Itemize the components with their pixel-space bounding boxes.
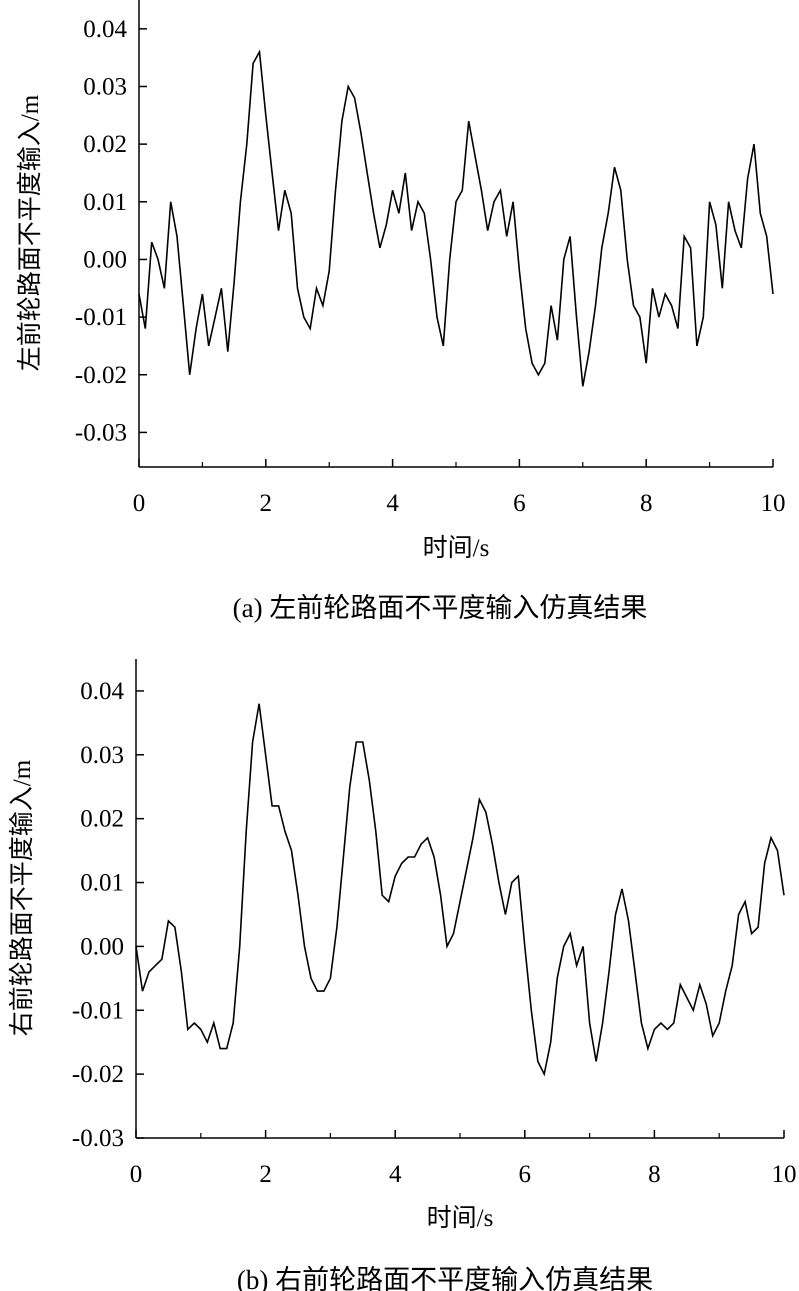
x-tick-label: 6 [513,490,526,517]
x-tick-label: 2 [260,490,273,517]
x-tick-label: 0 [133,490,146,517]
x-tick-label: 4 [389,1161,402,1188]
y-tick-label: -0.02 [75,362,127,389]
y-tick-label: -0.01 [72,997,124,1024]
y-tick-label: 0.00 [83,246,127,273]
x-tick-label: 6 [519,1161,532,1188]
y-tick-label: 0.02 [80,806,124,833]
x-axis-title: 时间/s [427,1204,494,1232]
x-tick-label: 10 [761,490,786,517]
caption: (b) 右前轮路面不平度输入仿真结果 [237,1265,653,1291]
y-tick-label: 0.04 [83,16,127,43]
x-tick-label: 10 [772,1161,797,1188]
y-axis-title: 左前轮路面不平度输入/m [16,94,44,371]
y-axis-title: 右前轮路面不平度输入/m [8,759,36,1036]
chart-panel-b: 0.04 0.03 0.02 0.01 0.00 -0.01 -0.02 -0.03 0 2 4 6… [8,659,797,1291]
caption: (a) 左前轮路面不平度输入仿真结果 [233,593,648,623]
y-ticks: 0.04 0.03 0.02 0.01 0.00 -0.01 -0.02 -0.03 [75,16,147,446]
series-line [138,49,774,387]
y-tick-label: 0.03 [80,742,124,769]
x-tick-label: 8 [640,490,653,517]
y-tick-label: 0.00 [80,933,124,960]
y-tick-label: 0.02 [83,131,127,158]
y-ticks: 0.04 0.03 0.02 0.01 0.00 -0.01 -0.02 -0.03 [72,678,144,1152]
series-line [135,703,785,1077]
x-tick-label: 2 [259,1161,272,1188]
x-tick-label: 8 [648,1161,661,1188]
y-tick-label: -0.03 [72,1125,124,1152]
y-tick-label: 0.04 [80,678,124,705]
y-tick-label: -0.02 [72,1061,124,1088]
x-axis-title: 时间/s [423,534,490,562]
x-ticks: 0 2 4 6 8 10 [130,1130,797,1188]
x-tick-label: 4 [386,490,399,517]
y-tick-label: 0.01 [83,189,127,216]
x-tick-label: 0 [130,1161,143,1188]
chart-panel-a: 0.04 0.03 0.02 0.01 0.00 -0.01 -0.02 -0.03 0 2 4 6… [16,0,786,623]
x-ticks: 0 2 4 6 8 10 [133,459,786,517]
y-tick-label: -0.01 [75,304,127,331]
y-tick-label: -0.03 [75,419,127,446]
y-tick-label: 0.01 [80,870,124,897]
y-tick-label: 0.03 [83,73,127,100]
